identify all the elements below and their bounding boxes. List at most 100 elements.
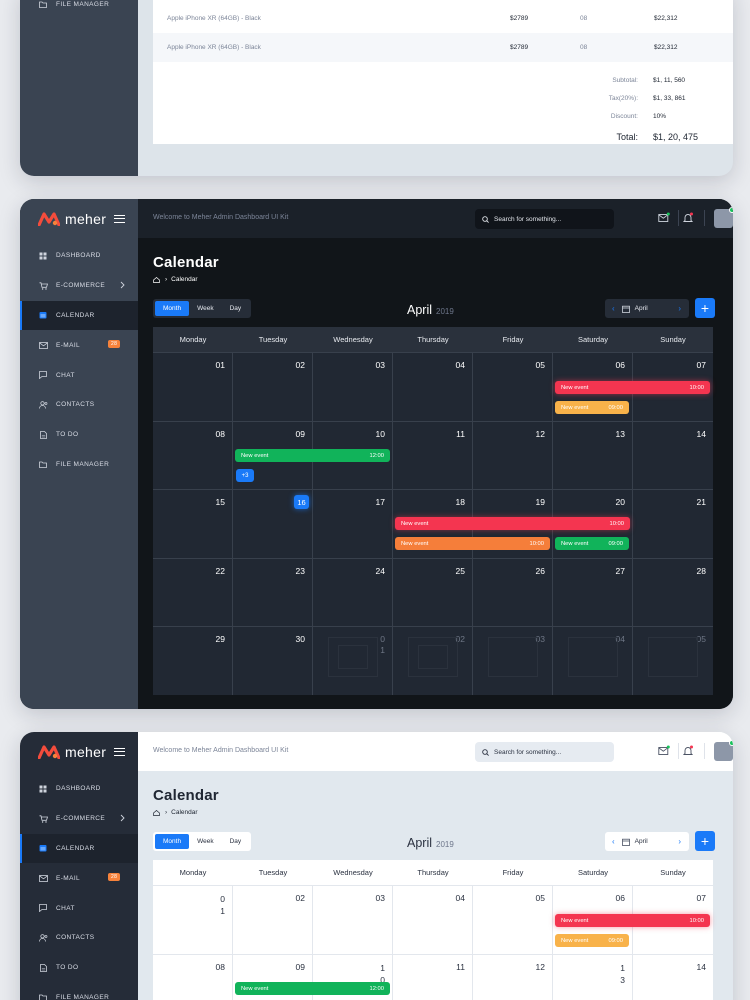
calendar-day[interactable]: 03 [313,885,393,954]
sidebar-item-file-manager[interactable]: FILE MANAGER [20,0,138,20]
avatar[interactable] [714,207,733,228]
calendar-day[interactable]: 25 [393,557,473,626]
calendar-day[interactable]: 09 [233,953,313,1000]
calendar-day[interactable]: 04 [393,352,473,421]
calendar-day[interactable]: 08 [153,420,233,489]
calendar-day[interactable]: 15 [153,489,233,558]
calendar-event[interactable]: New event 12:00 [235,982,390,995]
next-month-button[interactable]: › [678,837,681,846]
avatar[interactable] [714,740,733,761]
search-input[interactable]: Search for something... [475,742,614,762]
calendar-day[interactable]: 02 [233,885,313,954]
sidebar-item-ecommerce[interactable]: E-COMMERCE [20,804,138,834]
calendar-day[interactable]: 08 [153,953,233,1000]
sidebar-item-chat[interactable]: CHAT [20,893,138,923]
mail-notification-icon[interactable] [658,745,670,757]
calendar-day[interactable]: 03 [313,352,393,421]
view-week-button[interactable]: Week [197,305,214,312]
sidebar-item-file-manager[interactable]: FILE MANAGER [20,983,138,1000]
menu-icon[interactable] [114,748,125,756]
view-month-button[interactable]: Month [155,301,190,316]
calendar-day[interactable]: 07 [633,885,713,954]
calendar-day-next-month[interactable]: 0 1 [313,626,393,695]
sidebar-item-todo[interactable]: TO DO [20,953,138,983]
sidebar-item-contacts[interactable]: CONTACTS [20,923,138,953]
sidebar-item-file-manager[interactable]: FILE MANAGER [20,450,138,480]
calendar-day[interactable]: 22 [153,557,233,626]
prev-month-button[interactable]: ‹ [612,837,615,846]
calendar-day-today[interactable]: 16 [233,489,313,558]
calendar-day-next-month[interactable]: 02 [393,626,473,695]
home-icon[interactable] [153,276,160,283]
sidebar-item-calendar[interactable]: CALENDAR [20,833,138,864]
calendar-day[interactable]: 27 [553,557,633,626]
calendar-day[interactable]: 14 [633,420,713,490]
calendar-day[interactable]: 26 [473,557,553,626]
calendar-day[interactable]: 28 [633,557,713,627]
calendar-day[interactable]: 05 [473,885,553,954]
calendar-day-next-month[interactable]: 05 [633,626,713,695]
calendar-day[interactable]: 11 [393,953,473,1000]
folder-icon [38,0,48,10]
calendar-day[interactable]: 01 [153,352,233,421]
view-day-button[interactable]: Day [229,305,242,312]
sidebar-item-todo[interactable]: TO DO [20,420,138,450]
calendar-day[interactable]: 29 [153,626,233,695]
calendar-event[interactable]: New event 10:00 [395,517,630,530]
calendar-day[interactable]: 02 [233,352,313,421]
calendar-day-next-month[interactable]: 04 [553,626,633,695]
calendar-day[interactable]: 20 [553,489,633,558]
calendar-day[interactable]: 24 [313,557,393,626]
calendar-day[interactable]: 11 [393,420,473,489]
sidebar-item-email[interactable]: E-MAIL 28 [20,330,138,360]
calendar-day[interactable]: 04 [393,885,473,954]
menu-icon[interactable] [114,215,125,223]
search-input[interactable]: Search for something... [475,209,614,229]
calendar-event[interactable]: New event 10:00 [555,381,710,394]
calendar-day[interactable]: 10 [313,420,393,489]
sidebar-item-dashboard[interactable]: DASHBOARD [20,774,138,804]
calendar-event[interactable]: New event 09:00 [555,537,629,550]
calendar-day[interactable]: 14 [633,953,713,1000]
view-day-button[interactable]: Day [229,838,242,845]
calendar-event[interactable]: New event 09:00 [555,401,629,414]
next-month-button[interactable]: › [678,304,681,313]
view-week-button[interactable]: Week [197,838,214,845]
more-events-button[interactable]: +3 [236,469,254,482]
add-event-button[interactable]: + [695,831,715,851]
sidebar-item-email[interactable]: E-MAIL 28 [20,863,138,893]
calendar-day[interactable]: 13 [553,420,633,489]
sidebar-item-ecommerce[interactable]: E-COMMERCE [20,271,138,301]
brand[interactable]: meher [38,210,106,228]
calendar-day[interactable]: 1 3 [553,953,633,1000]
calendar-event[interactable]: New event 10:00 [555,914,710,927]
calendar-day[interactable]: 1 0 [313,953,393,1000]
prev-month-button[interactable]: ‹ [612,304,615,313]
brand[interactable]: meher [38,743,106,761]
sidebar-item-contacts[interactable]: CONTACTS [20,390,138,420]
calendar-day[interactable]: 23 [233,557,313,626]
calendar-day[interactable]: 07 [633,352,713,421]
home-icon[interactable] [153,809,160,816]
day-number: 18 [455,497,465,507]
calendar-day[interactable]: 05 [473,352,553,421]
sidebar-item-calendar[interactable]: CALENDAR [20,300,138,331]
sidebar-item-dashboard[interactable]: DASHBOARD [20,241,138,271]
calendar-day[interactable]: 12 [473,420,553,489]
folder-icon [38,992,48,1000]
calendar-day[interactable]: 12 [473,953,553,1000]
calendar-day[interactable]: 17 [313,489,393,558]
calendar-event[interactable]: New event 10:00 [395,537,550,550]
calendar-event[interactable]: New event 09:00 [555,934,629,947]
view-month-button[interactable]: Month [155,834,190,849]
calendar-day[interactable]: 21 [633,489,713,558]
calendar-day[interactable]: 30 [233,626,313,695]
sidebar-item-chat[interactable]: CHAT [20,360,138,390]
bell-icon[interactable] [682,745,694,757]
calendar-day-next-month[interactable]: 03 [473,626,553,695]
mail-notification-icon[interactable] [658,212,670,224]
bell-icon[interactable] [682,212,694,224]
calendar-event[interactable]: New event 12:00 [235,449,390,462]
calendar-day[interactable]: 0 1 [153,885,233,954]
add-event-button[interactable]: + [695,298,715,318]
